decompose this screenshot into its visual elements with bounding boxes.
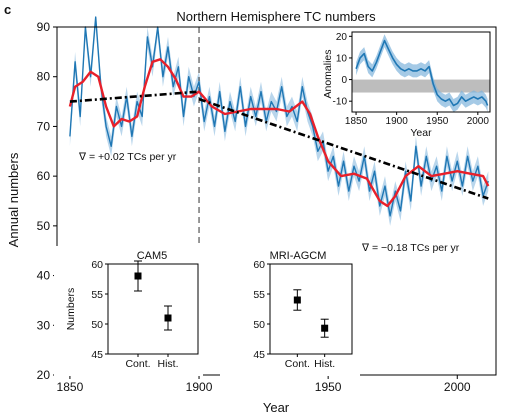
main-y-axis-label: Annual numbers	[6, 152, 21, 247]
cam5-y-axis-label: Numbers	[65, 288, 77, 331]
mri-category-label: Hist.	[314, 358, 335, 370]
anomaly-uncertainty-band	[356, 34, 488, 113]
anomaly-series-line	[355, 39, 489, 107]
cam5-plot-frame	[107, 263, 199, 355]
mri-title: MRI-AGCM	[270, 250, 327, 262]
anomaly-y-tick-label: 20	[336, 32, 348, 43]
panel-label: c	[4, 2, 11, 17]
main-y-tick-label: 60	[37, 169, 51, 183]
mri-y-tick-label: 55	[253, 289, 265, 301]
mri-mean-marker	[321, 324, 329, 332]
cam5-inset: CAM5 Numbers 45 50 55 60 Cont. Hist.	[54, 246, 203, 376]
main-y-tick-label: 30	[37, 318, 51, 332]
main-y-tick-label: 80	[37, 70, 51, 84]
cam5-y-tick-label: 55	[91, 289, 103, 301]
cam5-category-label: Hist.	[158, 358, 179, 370]
cam5-y-tick-label: 45	[91, 349, 103, 361]
anomaly-y-tick-label: 10	[336, 53, 348, 64]
anomaly-shaded-range	[352, 79, 490, 93]
cam5-mean-marker	[134, 272, 142, 280]
main-x-tick-label: 1850	[57, 380, 84, 394]
main-chart-title: Northern Hemisphere TC numbers	[176, 9, 376, 24]
mri-mean-marker	[293, 296, 301, 304]
anomaly-x-tick-label: 1850	[345, 116, 368, 127]
main-plot-area: 1850 1900 1950 2000 20 30 40 50 60 70 80 90	[37, 16, 497, 394]
cam5-y-tick-label: 60	[91, 259, 103, 271]
main-y-tick-label: 20	[37, 368, 51, 382]
anomaly-y-axis-label: Anomalies	[322, 49, 334, 98]
cam5-title: CAM5	[137, 250, 168, 262]
mri-inset-background	[220, 246, 360, 376]
mri-inset: MRI-AGCM 45 50 55 60 Cont. Hist.	[220, 246, 360, 376]
main-x-tick-label: 1950	[315, 380, 342, 394]
anomaly-x-tick-label: 2000	[467, 116, 490, 127]
mri-y-tick-label: 50	[253, 319, 265, 331]
main-y-tick-label: 90	[37, 20, 51, 34]
mri-y-tick-label: 45	[253, 349, 265, 361]
smoothed-series-line	[68, 58, 490, 208]
main-x-axis-label: Year	[263, 400, 290, 415]
anomaly-plot-frame	[351, 31, 491, 113]
cam5-y-tick-label: 50	[91, 319, 103, 331]
anomaly-y-tick-label: 0	[341, 75, 347, 86]
mri-y-tick-label: 60	[253, 259, 265, 271]
anomaly-x-tick-label: 1950	[426, 116, 449, 127]
trend-annotation-late: ∇ = −0.18 TCs per yr	[361, 242, 460, 254]
main-y-tick-label: 50	[37, 219, 51, 233]
cam5-mean-marker	[164, 314, 172, 322]
cam5-category-label: Cont.	[125, 358, 150, 370]
anomaly-inset: Anomalies Year 1850 1900 1950 2000 -10 0 10 20	[322, 31, 491, 139]
mri-plot-frame	[269, 263, 353, 355]
anomaly-y-tick-label: -10	[333, 97, 348, 108]
anomaly-x-tick-label: 1900	[386, 116, 409, 127]
main-y-tick-label: 40	[37, 269, 51, 283]
main-x-tick-label: 1900	[186, 380, 213, 394]
trend-line-late	[198, 97, 489, 200]
main-x-tick-label: 2000	[444, 380, 471, 394]
trend-line-early	[69, 90, 200, 103]
main-y-tick-label: 70	[37, 119, 51, 133]
anomaly-x-axis-label: Year	[410, 127, 432, 139]
trend-annotation-early: ∇ = +0.02 TCs per yr	[78, 151, 177, 163]
mri-category-label: Cont.	[285, 358, 310, 370]
